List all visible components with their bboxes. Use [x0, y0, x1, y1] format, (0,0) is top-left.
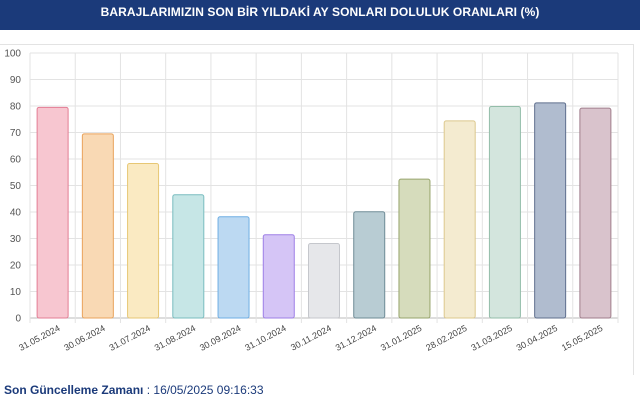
- y-tick-label: 40: [10, 208, 22, 219]
- bar-chart: 0 10 20 30 40 50 60 70 80 90 100 31.05.2024 30.06.20…: [4, 49, 619, 353]
- x-tick-label: 31.08.2024: [153, 323, 197, 353]
- bar: [127, 163, 160, 319]
- y-tick-label: 0: [15, 314, 21, 325]
- y-tick-label: 20: [10, 261, 22, 272]
- x-tick-label: 30.09.2024: [198, 323, 242, 353]
- x-tick-label: 30.04.2025: [515, 323, 559, 353]
- bar: [81, 133, 114, 319]
- bar: [217, 216, 250, 319]
- y-tick-label: 60: [10, 155, 22, 166]
- last-updated-value: 16/05/2025 09:16:33: [153, 383, 264, 397]
- x-tick-label: 30.11.2024: [289, 323, 333, 353]
- last-updated-label: Son Güncelleme Zamanı: [4, 383, 144, 397]
- bar: [488, 106, 521, 319]
- y-tick-label: 70: [10, 128, 22, 139]
- last-updated: Son Güncelleme Zamanı : 16/05/2025 09:16…: [4, 383, 264, 397]
- x-tick-label: 31.03.2025: [469, 323, 513, 353]
- y-tick-label: 100: [4, 49, 21, 60]
- y-tick-label: 30: [10, 234, 22, 245]
- y-tick-label: 80: [10, 102, 22, 113]
- last-updated-separator: :: [143, 383, 154, 397]
- x-tick-label: 15.05.2025: [560, 323, 604, 353]
- bar: [36, 106, 69, 319]
- y-tick-label: 10: [10, 287, 22, 298]
- bar: [308, 243, 340, 319]
- bar: [172, 194, 205, 319]
- x-tick-label: 31.12.2024: [334, 323, 378, 353]
- x-tick-label: 31.01.2025: [379, 323, 423, 353]
- bar: [579, 107, 612, 319]
- chart-header: BARAJLARIMIZIN SON BİR YILDAKİ AY SONLAR…: [0, 0, 640, 30]
- bar: [398, 178, 431, 319]
- x-tick-label: 31.05.2024: [17, 323, 61, 353]
- bar: [443, 120, 476, 319]
- bar: [353, 211, 386, 319]
- x-tick-label: 30.06.2024: [62, 323, 106, 353]
- bar: [262, 234, 295, 319]
- x-tick-label: 31.10.2024: [243, 323, 287, 353]
- chart-title: BARAJLARIMIZIN SON BİR YILDAKİ AY SONLAR…: [100, 5, 540, 19]
- y-tick-label: 90: [10, 75, 22, 86]
- bar: [534, 102, 567, 319]
- chart-frame: [0, 44, 634, 375]
- x-tick-label: 31.07.2024: [108, 323, 152, 353]
- x-tick-label: 28.02.2025: [424, 323, 468, 353]
- y-tick-label: 50: [10, 181, 22, 192]
